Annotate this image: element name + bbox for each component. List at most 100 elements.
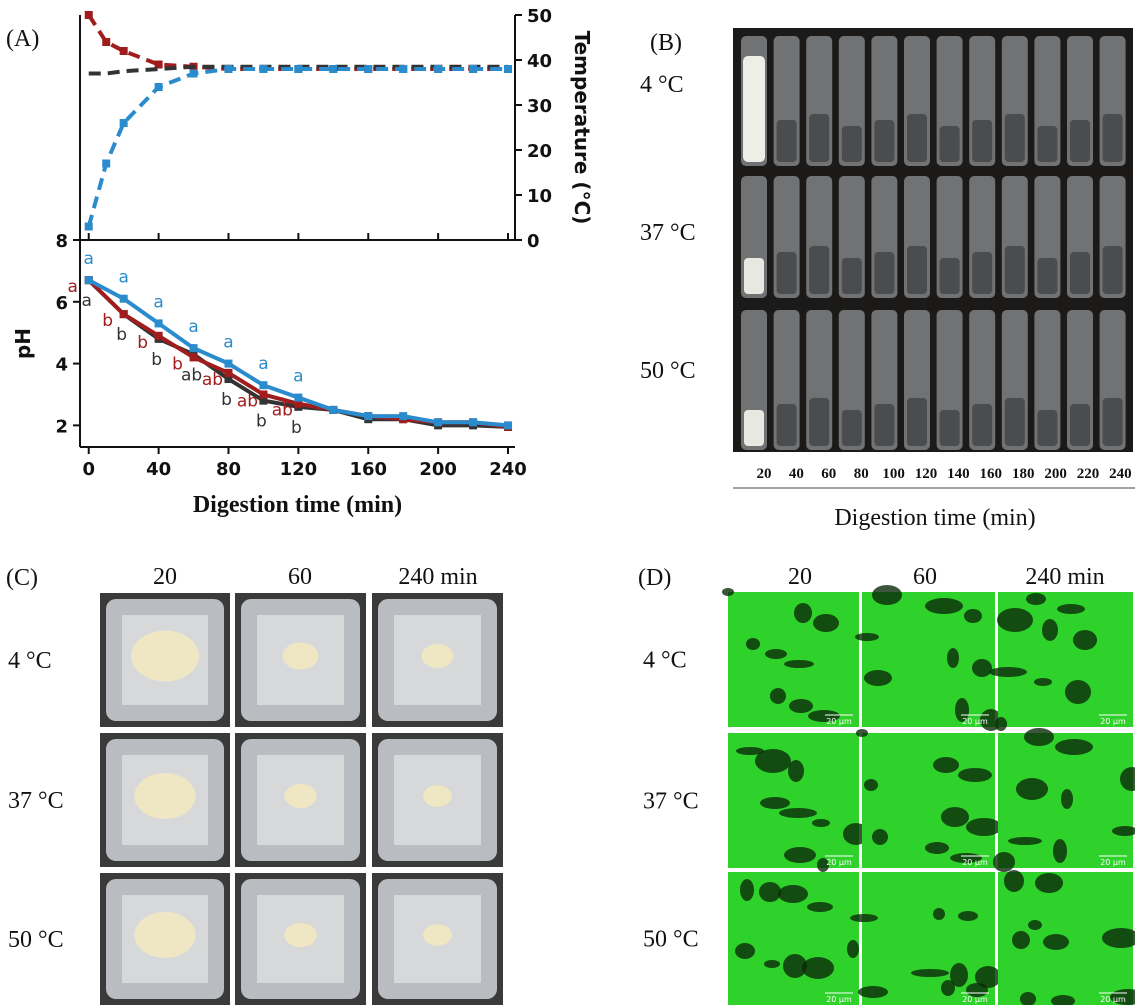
data-line [89, 69, 508, 227]
x-tick-label: 240 [1109, 466, 1132, 482]
sample [134, 912, 195, 958]
sample [423, 785, 452, 807]
tube-content [1037, 410, 1057, 446]
tube-content [1070, 120, 1090, 162]
dark-region [722, 588, 734, 596]
marker [120, 295, 128, 303]
y-tick-label: 8 [55, 231, 68, 252]
x-tick-label: 120 [915, 466, 938, 482]
x-tick-label: 180 [1012, 466, 1035, 482]
dark-region [1053, 839, 1067, 863]
sample [422, 644, 454, 668]
dark-region [760, 797, 790, 809]
marker [85, 11, 93, 19]
sample [284, 784, 316, 808]
panel-label: (B) [650, 30, 682, 56]
marker [399, 412, 407, 420]
dark-region [1008, 837, 1042, 845]
tube-content [940, 258, 960, 294]
panel-label: (A) [6, 26, 39, 52]
scale-bar-label: 20 µm [1100, 717, 1126, 726]
marker [399, 65, 407, 73]
x-tick-label: 100 [882, 466, 905, 482]
sample [283, 643, 319, 670]
tube-content [809, 398, 829, 446]
tube-content [1070, 404, 1090, 446]
dark-region [765, 649, 787, 659]
x-tick-label: 60 [821, 466, 836, 482]
marker [224, 65, 232, 73]
row-label: 4 °C [8, 648, 52, 674]
row-label: 4 °C [643, 648, 687, 674]
x-tick-label: 160 [980, 466, 1003, 482]
dark-region [847, 940, 859, 958]
marker [329, 406, 337, 414]
dark-region [855, 633, 879, 641]
marker [224, 360, 232, 368]
significance-letter: a [188, 317, 198, 337]
dark-region [1004, 870, 1024, 892]
dark-region [764, 960, 780, 968]
dark-region [1057, 604, 1085, 614]
y-tick-label: 50 [527, 6, 552, 27]
significance-letter: a [153, 292, 163, 312]
tube-content [1005, 398, 1025, 446]
dark-region [1028, 920, 1042, 930]
panel-label: (D) [638, 565, 671, 591]
significance-letter: a [293, 367, 303, 387]
dark-region [813, 614, 839, 632]
tube-content [972, 252, 992, 294]
x-tick-label: 220 [1077, 466, 1100, 482]
dark-region [807, 902, 833, 912]
tube-content [842, 410, 862, 446]
dark-region [1016, 778, 1048, 800]
sample [284, 923, 316, 947]
y-tick-label: 2 [55, 416, 68, 437]
tube-content [1070, 252, 1090, 294]
dark-region [989, 667, 1027, 677]
dark-region [1035, 873, 1063, 893]
dark-region [997, 608, 1033, 632]
significance-letter: b [102, 311, 113, 331]
marker [190, 353, 198, 361]
significance-letter: ab [202, 370, 223, 390]
dark-region [966, 818, 1002, 836]
y-tick-label: 10 [527, 186, 552, 207]
marker [364, 65, 372, 73]
sample [134, 773, 195, 819]
x-axis-title: Digestion time (min) [834, 505, 1035, 531]
tube-content [874, 120, 894, 162]
dark-region [933, 757, 959, 773]
significance-letter: a [223, 333, 233, 353]
dark-region [995, 717, 1007, 731]
row-label: 4 °C [640, 72, 684, 98]
x-tick-label: 160 [349, 459, 387, 480]
tube-content [1103, 246, 1123, 294]
row-label: 37 °C [640, 220, 696, 246]
x-tick-label: 80 [216, 459, 241, 480]
significance-letter: b [137, 333, 148, 353]
dark-region [746, 638, 760, 650]
dark-region [1034, 678, 1052, 686]
scale-bar-label: 20 µm [1100, 995, 1126, 1004]
scale-bar-label: 20 µm [826, 858, 852, 867]
dark-region [735, 943, 755, 959]
significance-letter: ab [181, 365, 202, 385]
significance-letter: b [116, 325, 127, 345]
dark-region [872, 585, 902, 605]
dark-region [958, 911, 978, 921]
marker [504, 421, 512, 429]
sample [131, 631, 199, 682]
y-axis-title: Temperature (°C) [570, 31, 594, 225]
tube-content [1103, 398, 1123, 446]
marker [120, 47, 128, 55]
tube-content [743, 56, 765, 162]
tube-content [874, 252, 894, 294]
tube-content [744, 258, 764, 294]
tube-content [1037, 126, 1057, 162]
y-tick-label: 0 [527, 231, 540, 252]
significance-letter: b [291, 418, 302, 438]
marker [155, 319, 163, 327]
dark-region [950, 963, 968, 987]
tube-content [777, 252, 797, 294]
